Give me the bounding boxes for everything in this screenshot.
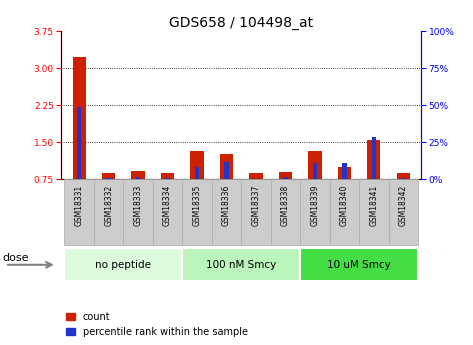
Bar: [220, 154, 233, 179]
Bar: [271, 179, 300, 245]
Text: GSM18338: GSM18338: [281, 185, 290, 226]
Title: GDS658 / 104498_at: GDS658 / 104498_at: [169, 16, 313, 30]
Bar: [191, 151, 204, 179]
Bar: [249, 173, 263, 179]
Bar: [338, 167, 351, 179]
Bar: [102, 173, 115, 179]
Text: GSM18334: GSM18334: [163, 185, 172, 226]
Bar: [131, 171, 145, 179]
Text: GSM18337: GSM18337: [252, 185, 261, 226]
Text: GSM18335: GSM18335: [193, 185, 201, 226]
Text: no peptide: no peptide: [96, 260, 151, 270]
Bar: [388, 179, 418, 245]
Text: GSM18342: GSM18342: [399, 185, 408, 226]
Bar: [359, 179, 388, 245]
Bar: [330, 179, 359, 245]
Bar: [166, 178, 170, 179]
Bar: [182, 248, 300, 281]
Bar: [77, 107, 81, 179]
Text: GSM18333: GSM18333: [133, 185, 142, 226]
Text: GSM18341: GSM18341: [369, 185, 378, 226]
Bar: [224, 162, 229, 179]
Bar: [64, 248, 182, 281]
Bar: [195, 167, 199, 179]
Bar: [372, 137, 376, 179]
Bar: [300, 179, 330, 245]
Bar: [313, 163, 317, 179]
Bar: [123, 179, 153, 245]
Bar: [401, 178, 405, 179]
Legend: count, percentile rank within the sample: count, percentile rank within the sample: [66, 312, 248, 337]
Bar: [342, 163, 347, 179]
Bar: [106, 178, 111, 179]
Text: GSM18331: GSM18331: [75, 185, 84, 226]
Bar: [72, 57, 86, 179]
Bar: [182, 179, 212, 245]
Text: GSM18332: GSM18332: [104, 185, 113, 226]
Text: GSM18339: GSM18339: [310, 185, 319, 226]
Bar: [64, 179, 94, 245]
Text: GSM18340: GSM18340: [340, 185, 349, 226]
Bar: [161, 173, 174, 179]
Bar: [212, 179, 241, 245]
Bar: [94, 179, 123, 245]
Bar: [300, 248, 418, 281]
Bar: [283, 177, 288, 179]
Bar: [308, 151, 322, 179]
Text: 10 uM Smcy: 10 uM Smcy: [327, 260, 391, 270]
Bar: [397, 173, 410, 179]
Bar: [136, 177, 140, 179]
Text: 100 nM Smcy: 100 nM Smcy: [206, 260, 276, 270]
Text: dose: dose: [2, 253, 29, 263]
Bar: [279, 172, 292, 179]
Bar: [241, 179, 271, 245]
Text: GSM18336: GSM18336: [222, 185, 231, 226]
Bar: [367, 140, 380, 179]
Bar: [153, 179, 182, 245]
